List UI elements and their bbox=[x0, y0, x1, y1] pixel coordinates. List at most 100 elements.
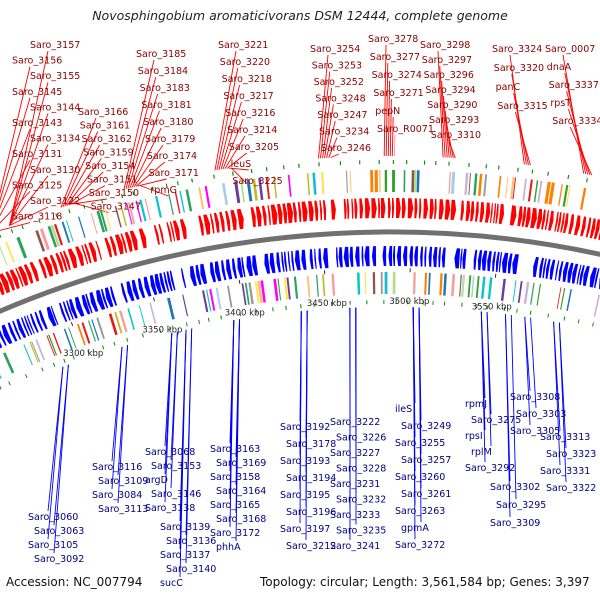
reverse-leader-line bbox=[111, 346, 123, 490]
reverse-gene-label: sucC bbox=[160, 578, 183, 589]
forward-gene-arrow bbox=[574, 215, 581, 236]
forward-gene-arrow bbox=[354, 198, 358, 219]
reverse-gene-arrow bbox=[414, 246, 419, 267]
forward-gene-arrow bbox=[18, 266, 29, 286]
forward-gene-arrow bbox=[203, 214, 211, 235]
cog-block bbox=[128, 202, 136, 225]
forward-leader-line bbox=[214, 50, 237, 171]
cog-block bbox=[61, 221, 71, 243]
forward-leader-line bbox=[131, 127, 162, 188]
cog-block bbox=[448, 171, 451, 194]
minor-feature-mark bbox=[191, 178, 193, 183]
forward-leader-line bbox=[385, 62, 389, 157]
forward-gene-arrow bbox=[62, 250, 71, 271]
forward-gene-arrow bbox=[38, 258, 48, 279]
forward-gene-arrow bbox=[5, 271, 15, 291]
reverse-gene-label: Saro_3222 bbox=[330, 417, 380, 428]
minor-feature-mark bbox=[516, 308, 518, 313]
cog-block bbox=[413, 272, 416, 295]
cog-block bbox=[487, 277, 493, 300]
reverse-gene-arrow bbox=[481, 250, 488, 271]
reverse-gene-arrow bbox=[314, 248, 317, 269]
minor-feature-mark bbox=[0, 385, 2, 390]
forward-gene-arrow bbox=[568, 214, 575, 235]
cog-block bbox=[481, 276, 486, 299]
forward-gene-label: Saro_3131 bbox=[12, 149, 62, 160]
reverse-gene-label: Saro_3228 bbox=[336, 464, 386, 475]
cog-block bbox=[215, 287, 222, 310]
reverse-gene-arrow bbox=[583, 265, 590, 286]
forward-gene-arrow bbox=[479, 202, 485, 223]
forward-leader-line bbox=[226, 152, 248, 169]
cog-block bbox=[139, 199, 147, 222]
reverse-gene-arrow bbox=[1, 324, 13, 345]
forward-gene-arrow bbox=[580, 216, 587, 237]
forward-leader-line bbox=[224, 135, 246, 169]
cog-block bbox=[77, 323, 86, 346]
forward-gene-label: Saro_3216 bbox=[225, 108, 275, 119]
reverse-leader-line bbox=[418, 307, 422, 523]
cog-block bbox=[459, 274, 462, 297]
forward-leader-line bbox=[139, 185, 169, 197]
minor-feature-mark bbox=[55, 213, 58, 218]
minor-feature-mark bbox=[68, 209, 71, 214]
forward-gene-arrow bbox=[115, 234, 124, 255]
reverse-gene-arrow bbox=[149, 275, 158, 296]
reverse-gene-label: Saro_3169 bbox=[216, 458, 266, 469]
reverse-gene-label: Saro_3255 bbox=[395, 438, 445, 449]
kbp-tick-label: 3400 kbp bbox=[225, 308, 265, 318]
reverse-gene-arrow bbox=[269, 253, 276, 274]
reverse-leader-line bbox=[170, 331, 178, 489]
cog-block bbox=[384, 170, 387, 192]
minor-feature-mark bbox=[239, 312, 241, 317]
forward-leader-line bbox=[387, 80, 391, 157]
cog-block bbox=[23, 344, 33, 366]
minor-feature-mark bbox=[38, 219, 41, 224]
minor-feature-mark bbox=[285, 305, 287, 310]
cog-block bbox=[135, 200, 142, 223]
forward-leader-line bbox=[393, 134, 396, 157]
reverse-gene-arrow bbox=[388, 246, 393, 266]
cog-block bbox=[114, 205, 122, 228]
forward-gene-arrow bbox=[434, 199, 437, 219]
forward-gene-arrow bbox=[330, 199, 336, 220]
cog-block bbox=[443, 273, 447, 296]
reverse-gene-arrow bbox=[409, 246, 414, 267]
cog-block bbox=[286, 277, 291, 300]
minor-feature-mark bbox=[476, 304, 478, 309]
cog-block bbox=[234, 181, 241, 204]
minor-feature-mark bbox=[487, 305, 489, 310]
cog-block bbox=[439, 273, 443, 296]
forward-gene-arrow bbox=[172, 220, 180, 241]
reverse-gene-arrow bbox=[392, 246, 396, 266]
forward-gene-label: Saro_3234 bbox=[319, 127, 369, 138]
cog-block bbox=[46, 335, 56, 357]
forward-leader-line bbox=[9, 50, 49, 226]
forward-leader-line bbox=[220, 101, 242, 170]
forward-gene-arrow bbox=[209, 213, 215, 234]
minor-feature-mark bbox=[272, 307, 274, 312]
reverse-gene-label: Saro_3263 bbox=[395, 506, 445, 517]
reverse-gene-arrow bbox=[291, 250, 295, 271]
cog-block bbox=[155, 195, 162, 218]
genome-backbone bbox=[0, 229, 600, 314]
minor-feature-mark bbox=[330, 301, 333, 306]
forward-leader-line bbox=[9, 206, 49, 226]
reverse-gene-arrow bbox=[143, 276, 152, 297]
forward-gene-arrow bbox=[277, 203, 283, 225]
cog-block bbox=[471, 275, 475, 298]
tick-mark bbox=[153, 297, 155, 302]
forward-gene-label: Saro_3277 bbox=[370, 52, 420, 63]
kbp-ticks: 3300 kbp 3350 kbp 3400 kbp 3450 kbp 3500 kbp… bbox=[63, 268, 512, 359]
reverse-gene-arrow bbox=[50, 305, 59, 325]
minor-feature-mark bbox=[383, 300, 385, 304]
cog-block bbox=[174, 191, 181, 214]
reverse-gene-arrow bbox=[85, 293, 93, 314]
forward-gene-arrow bbox=[489, 203, 493, 223]
reverse-leader-line bbox=[412, 307, 416, 540]
forward-gene-arrow bbox=[255, 206, 262, 227]
cog-block bbox=[5, 241, 15, 263]
tick-mark bbox=[70, 322, 74, 327]
reverse-gene-arrow bbox=[294, 250, 301, 271]
minor-feature-mark bbox=[0, 233, 2, 238]
